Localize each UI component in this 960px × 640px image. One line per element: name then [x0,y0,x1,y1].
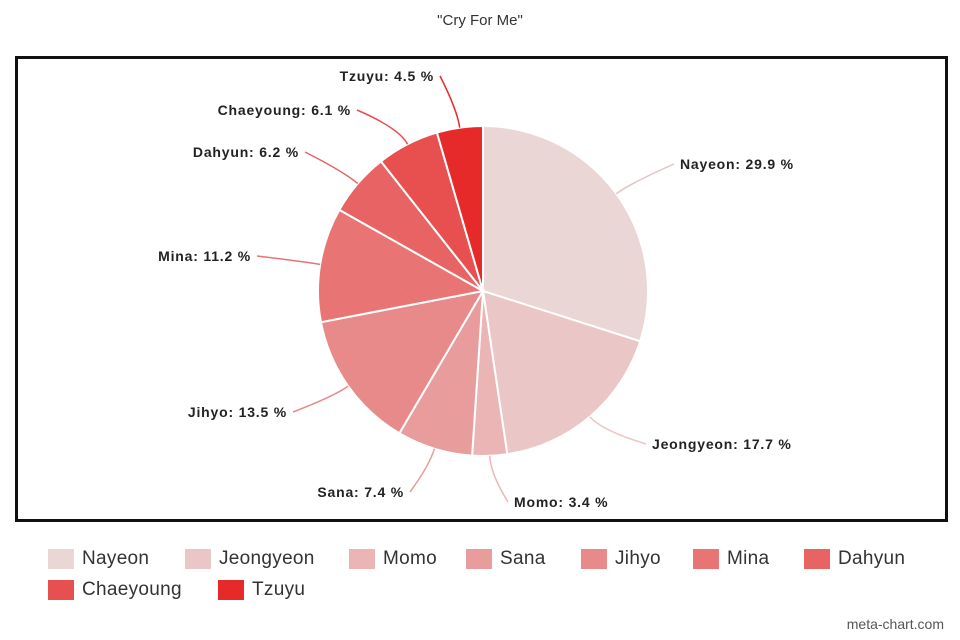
legend-label: Dahyun [838,548,906,569]
legend-swatch [48,580,74,600]
legend-item-mina[interactable]: Mina [693,544,769,574]
leader-line-nayeon [615,163,675,195]
leader-line-dahyun [304,151,359,185]
slice-label-jihyo: Jihyo: 13.5 % [188,404,287,420]
legend-item-jeongyeon[interactable]: Jeongyeon [185,544,315,574]
legend-label: Jeongyeon [219,548,315,569]
slice-label-momo: Momo: 3.4 % [514,494,608,510]
legend-label: Mina [727,548,770,569]
slice-label-mina: Mina: 11.2 % [158,248,251,264]
legend-item-chaeyoung[interactable]: Chaeyoung [48,575,182,605]
legend-label: Jihyo [615,548,661,569]
legend-swatch [218,580,244,600]
legend-swatch [693,549,719,569]
legend-item-dahyun[interactable]: Dahyun [804,544,905,574]
slice-label-tzuyu: Tzuyu: 4.5 % [340,68,434,84]
slice-label-chaeyoung: Chaeyoung: 6.1 % [218,102,351,118]
legend-item-nayeon[interactable]: Nayeon [48,544,149,574]
plot-frame: Nayeon: 29.9 % Jeongyeon: 17.7 % Momo: 3.4… [15,56,948,522]
pie-slice-mina[interactable] [317,208,486,324]
legend-swatch [48,549,74,569]
slice-label-jeongyeon: Jeongyeon: 17.7 % [652,436,792,452]
legend-swatch [349,549,375,569]
legend-swatch [185,549,211,569]
legend-item-momo[interactable]: Momo [349,544,437,574]
legend-swatch [804,549,830,569]
slice-label-sana: Sana: 7.4 % [317,484,404,500]
legend-label: Nayeon [82,548,150,569]
leader-line-jeongyeon [589,416,647,445]
leader-line-jihyo [292,385,349,413]
slice-label-dahyun: Dahyun: 6.2 % [193,144,299,160]
legend-label: Momo [383,548,437,569]
legend-item-sana[interactable]: Sana [466,544,546,574]
legend-swatch [466,549,492,569]
legend-label: Tzuyu [252,579,306,600]
chart-title: "Cry For Me" [437,12,523,29]
pie-chart: Nayeon: 29.9 % Jeongyeon: 17.7 % Momo: 3.4… [158,68,794,510]
legend-label: Sana [500,548,546,569]
watermark: meta-chart.com [846,616,944,632]
legend-swatch [581,549,607,569]
slice-label-nayeon: Nayeon: 29.9 % [680,156,794,172]
pie-slice-jeongyeon[interactable] [481,289,642,456]
pie-slice-nayeon[interactable] [482,124,649,343]
leader-line-sana [409,448,436,493]
legend-item-tzuyu[interactable]: Tzuyu [218,575,305,605]
leader-line-mina [256,255,321,266]
legend-item-jihyo[interactable]: Jihyo [581,544,661,574]
leader-line-tzuyu [439,75,461,128]
leader-line-momo [488,455,509,503]
pie-slice-tzuyu[interactable] [435,124,484,292]
leader-line-chaeyoung [356,109,409,145]
legend-label: Chaeyoung [82,579,182,600]
